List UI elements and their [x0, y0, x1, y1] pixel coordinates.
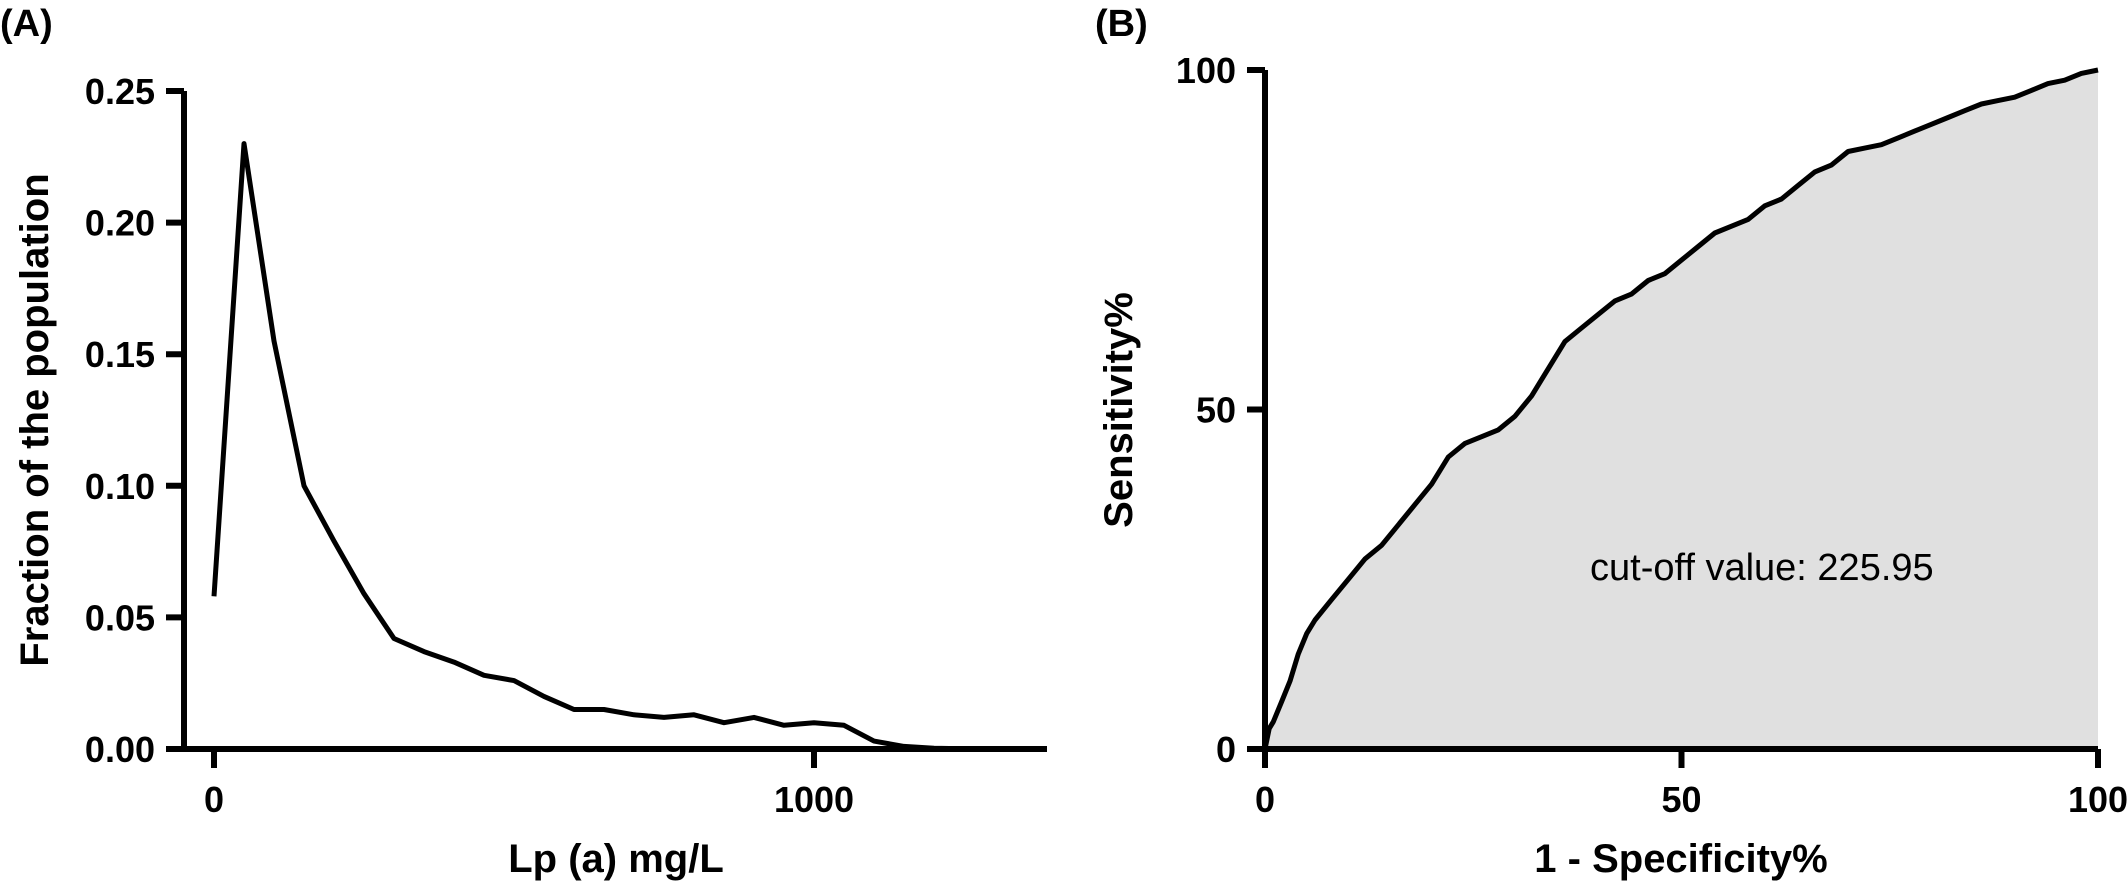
panel-a-y-tick-label: 0.25 — [85, 71, 155, 112]
panel-a-y-tick-label: 0.05 — [85, 597, 155, 638]
panel-a-y-tick-label: 0.10 — [85, 466, 155, 507]
panel-a-x-tick-label: 1000 — [774, 779, 854, 820]
panel-b-y-axis-label: Sensitivity% — [1097, 292, 1141, 528]
panel-a-label: (A) — [0, 3, 53, 45]
panel-b-y-tick-label: 0 — [1216, 729, 1236, 770]
panel-a-y-tick-label: 0.15 — [85, 334, 155, 375]
panel-b-y-tick-label: 100 — [1176, 50, 1236, 91]
panel-a: (A) 0.00 0.05 0.10 0.15 0.20 0.25 0 1000 Lp (a… — [0, 3, 1047, 881]
panel-a-y-tick-label: 0.20 — [85, 203, 155, 244]
panel-a-distribution-line — [211, 141, 995, 752]
panel-b-roc-area — [1265, 70, 2098, 749]
panel-b-x-axis-label: 1 - Specificity% — [1534, 837, 1827, 881]
panel-a-y-tick-label: 0.00 — [85, 729, 155, 770]
panel-b-x-tick-label: 100 — [2068, 779, 2128, 820]
panel-a-y-axis-label: Fraction of the population — [13, 173, 57, 666]
panel-b-cutoff-annotation: cut-off value: 225.95 — [1590, 547, 1934, 589]
panel-b-x-tick-label: 0 — [1255, 779, 1275, 820]
panel-a-x-axis-label: Lp (a) mg/L — [508, 837, 724, 881]
panel-b-label: (B) — [1095, 3, 1148, 45]
panel-b-roc-curve — [1262, 67, 2099, 750]
panel-b-x-tick-label: 50 — [1661, 779, 1701, 820]
panel-b-y-tick-label: 50 — [1196, 390, 1236, 431]
panel-a-x-tick-label: 0 — [204, 779, 224, 820]
